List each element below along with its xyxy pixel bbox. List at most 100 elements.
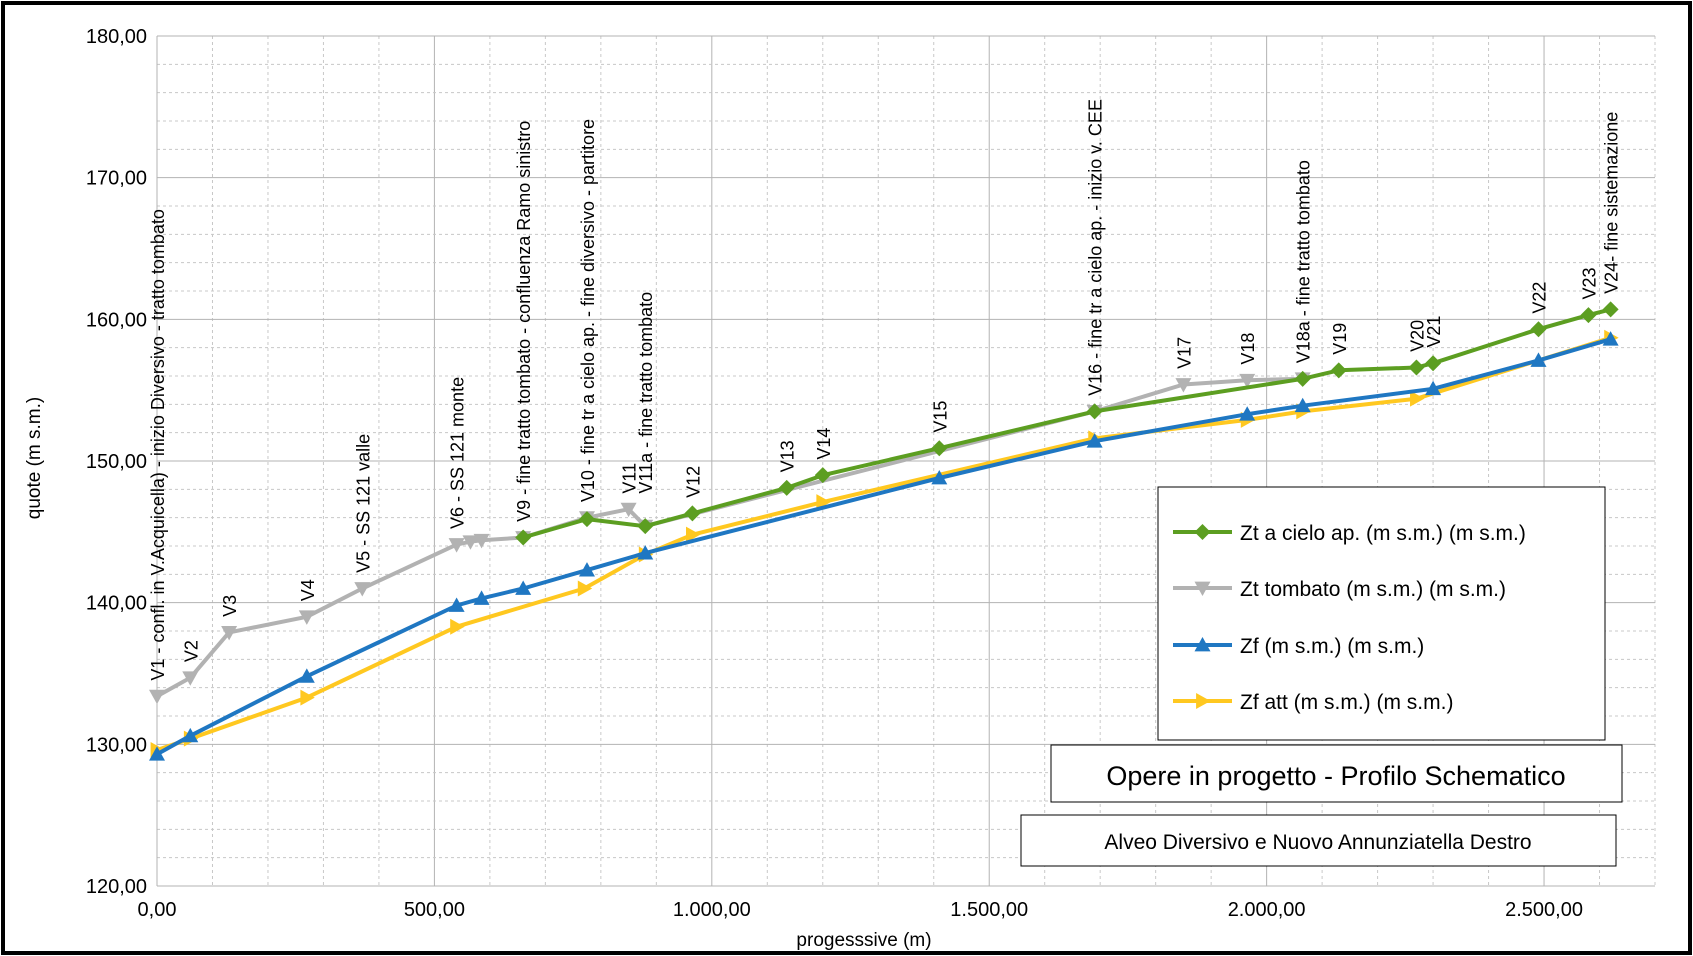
legend-swatch-marker — [1194, 581, 1211, 596]
data-point — [1294, 370, 1311, 387]
data-point — [685, 526, 701, 543]
data-point — [354, 582, 371, 597]
data-point — [637, 545, 654, 560]
y-tick-label: 180,00 — [86, 26, 147, 48]
legend-items: Zt a cielo ap. (m s.m.) (m s.m.) Zt tomba… — [1173, 522, 1526, 714]
data-point — [931, 470, 948, 485]
data-point — [448, 538, 465, 553]
data-point — [577, 580, 593, 597]
data-point — [1410, 390, 1425, 407]
section-labels: V1 - confl. in V.Acquicella) - inizio Di… — [148, 99, 1622, 681]
y-tick-label: 160,00 — [86, 309, 147, 331]
data-point — [778, 479, 795, 496]
data-point — [816, 494, 831, 511]
x-tick-label: 2.500,00 — [1505, 899, 1583, 921]
data-point — [221, 626, 238, 641]
section-label: V20 — [1407, 320, 1427, 352]
data-point — [578, 511, 595, 528]
series-line — [156, 376, 1303, 698]
data-point — [298, 610, 315, 625]
subtitle-frame — [1020, 814, 1617, 867]
chart-subtitle: Alveo Diversivo e Nuovo Annunziatella De… — [1104, 831, 1531, 854]
section-label: V12 — [683, 466, 703, 498]
section-label: V6 - SS 121 monte — [448, 377, 468, 529]
section-label: V18a - fine tratto tombato — [1294, 160, 1314, 363]
data-point — [1086, 433, 1103, 448]
x-tick-label: 500,00 — [404, 899, 465, 921]
data-point — [620, 502, 637, 518]
section-label: V19 — [1330, 323, 1350, 355]
data-point — [931, 440, 948, 457]
legend-entry: Zf (m s.m.) (m s.m.) — [1173, 635, 1424, 658]
data-point — [1530, 321, 1547, 338]
y-tick-label: 120,00 — [86, 876, 147, 898]
section-label: V15 — [930, 401, 950, 433]
section-label: V1 - confl. in V.Acquicella) - inizio Di… — [148, 209, 168, 681]
legend-entry: Zt a cielo ap. (m s.m.) (m s.m.) — [1173, 522, 1526, 545]
section-label: V5 - SS 121 valle — [353, 434, 373, 573]
data-point — [578, 562, 595, 577]
data-point — [1239, 373, 1256, 389]
data-point — [515, 580, 532, 595]
section-label: V4 — [298, 579, 318, 601]
section-label: V9 - fine tratto tombato - confluenza Ra… — [514, 121, 534, 522]
section-label: V14 — [814, 428, 834, 460]
data-point — [448, 597, 465, 612]
x-tick-label: 1.000,00 — [673, 899, 751, 921]
data-point — [515, 529, 532, 546]
legend-box — [1157, 486, 1606, 741]
legend-entry: Zf att (m s.m.) (m s.m.) — [1173, 691, 1453, 714]
chart-title: Opere in progetto - Profilo Schematico — [1106, 761, 1565, 791]
data-point — [149, 746, 165, 761]
section-label: V11a - fine tratto tombato — [636, 292, 656, 494]
data-point — [182, 671, 199, 686]
data-point — [637, 518, 654, 535]
title-box: Opere in progetto - Profilo Schematico — [1050, 744, 1623, 803]
data-point — [473, 590, 490, 605]
section-label: V10 - fine tr a cielo ap. - fine diversi… — [578, 119, 598, 502]
data-point — [1602, 331, 1619, 346]
x-tick-label: 0,00 — [138, 899, 177, 921]
data-point — [1425, 355, 1442, 372]
legend-swatch-marker — [1194, 524, 1211, 540]
data-point — [1330, 362, 1347, 379]
y-tick-label: 130,00 — [86, 734, 147, 756]
section-label: V11 — [620, 463, 640, 494]
data-point — [1086, 403, 1103, 420]
legend-swatch-marker — [1194, 637, 1211, 652]
data-point — [1580, 307, 1597, 324]
data-point — [684, 505, 701, 522]
section-label: V22 — [1529, 282, 1549, 314]
series-2 — [149, 331, 1619, 761]
section-label: V21 — [1424, 316, 1444, 348]
data-point — [149, 689, 165, 705]
axes: 120,00 130,00 140,00 150,00 160,00 170,00 180,… — [86, 26, 1655, 921]
legend-label: Zf (m s.m.) (m s.m.) — [1240, 635, 1424, 658]
data-point — [1602, 301, 1619, 318]
section-label: V16 - fine tr a cielo ap. - inizio v. CE… — [1086, 99, 1106, 396]
data-point — [1530, 352, 1547, 367]
section-label: V24- fine sistemazione — [1602, 112, 1622, 294]
data-point — [814, 467, 831, 484]
y-tick-label: 140,00 — [86, 593, 147, 615]
section-label: V17 — [1174, 337, 1194, 369]
legend-swatch-marker — [1196, 693, 1211, 709]
section-label: V18 — [1238, 333, 1258, 365]
legend-label: Zt a cielo ap. (m s.m.) (m s.m.) — [1240, 522, 1526, 545]
x-tick-label: 2.000,00 — [1228, 899, 1306, 921]
series-0 — [515, 301, 1619, 546]
legend: Zt a cielo ap. (m s.m.) (m s.m.) Zt tomba… — [1157, 486, 1606, 741]
data-point — [1408, 359, 1425, 376]
section-label: V2 — [181, 640, 201, 662]
x-axis-title: progesssive (m) — [796, 930, 931, 951]
data-point — [1425, 380, 1442, 396]
section-label: V23 — [1579, 267, 1599, 299]
section-label: V13 — [778, 440, 798, 472]
data-point — [450, 618, 465, 635]
title-frame — [1050, 744, 1623, 803]
y-tick-label: 170,00 — [86, 168, 147, 190]
data-point — [1239, 406, 1256, 421]
data-point — [182, 727, 199, 743]
